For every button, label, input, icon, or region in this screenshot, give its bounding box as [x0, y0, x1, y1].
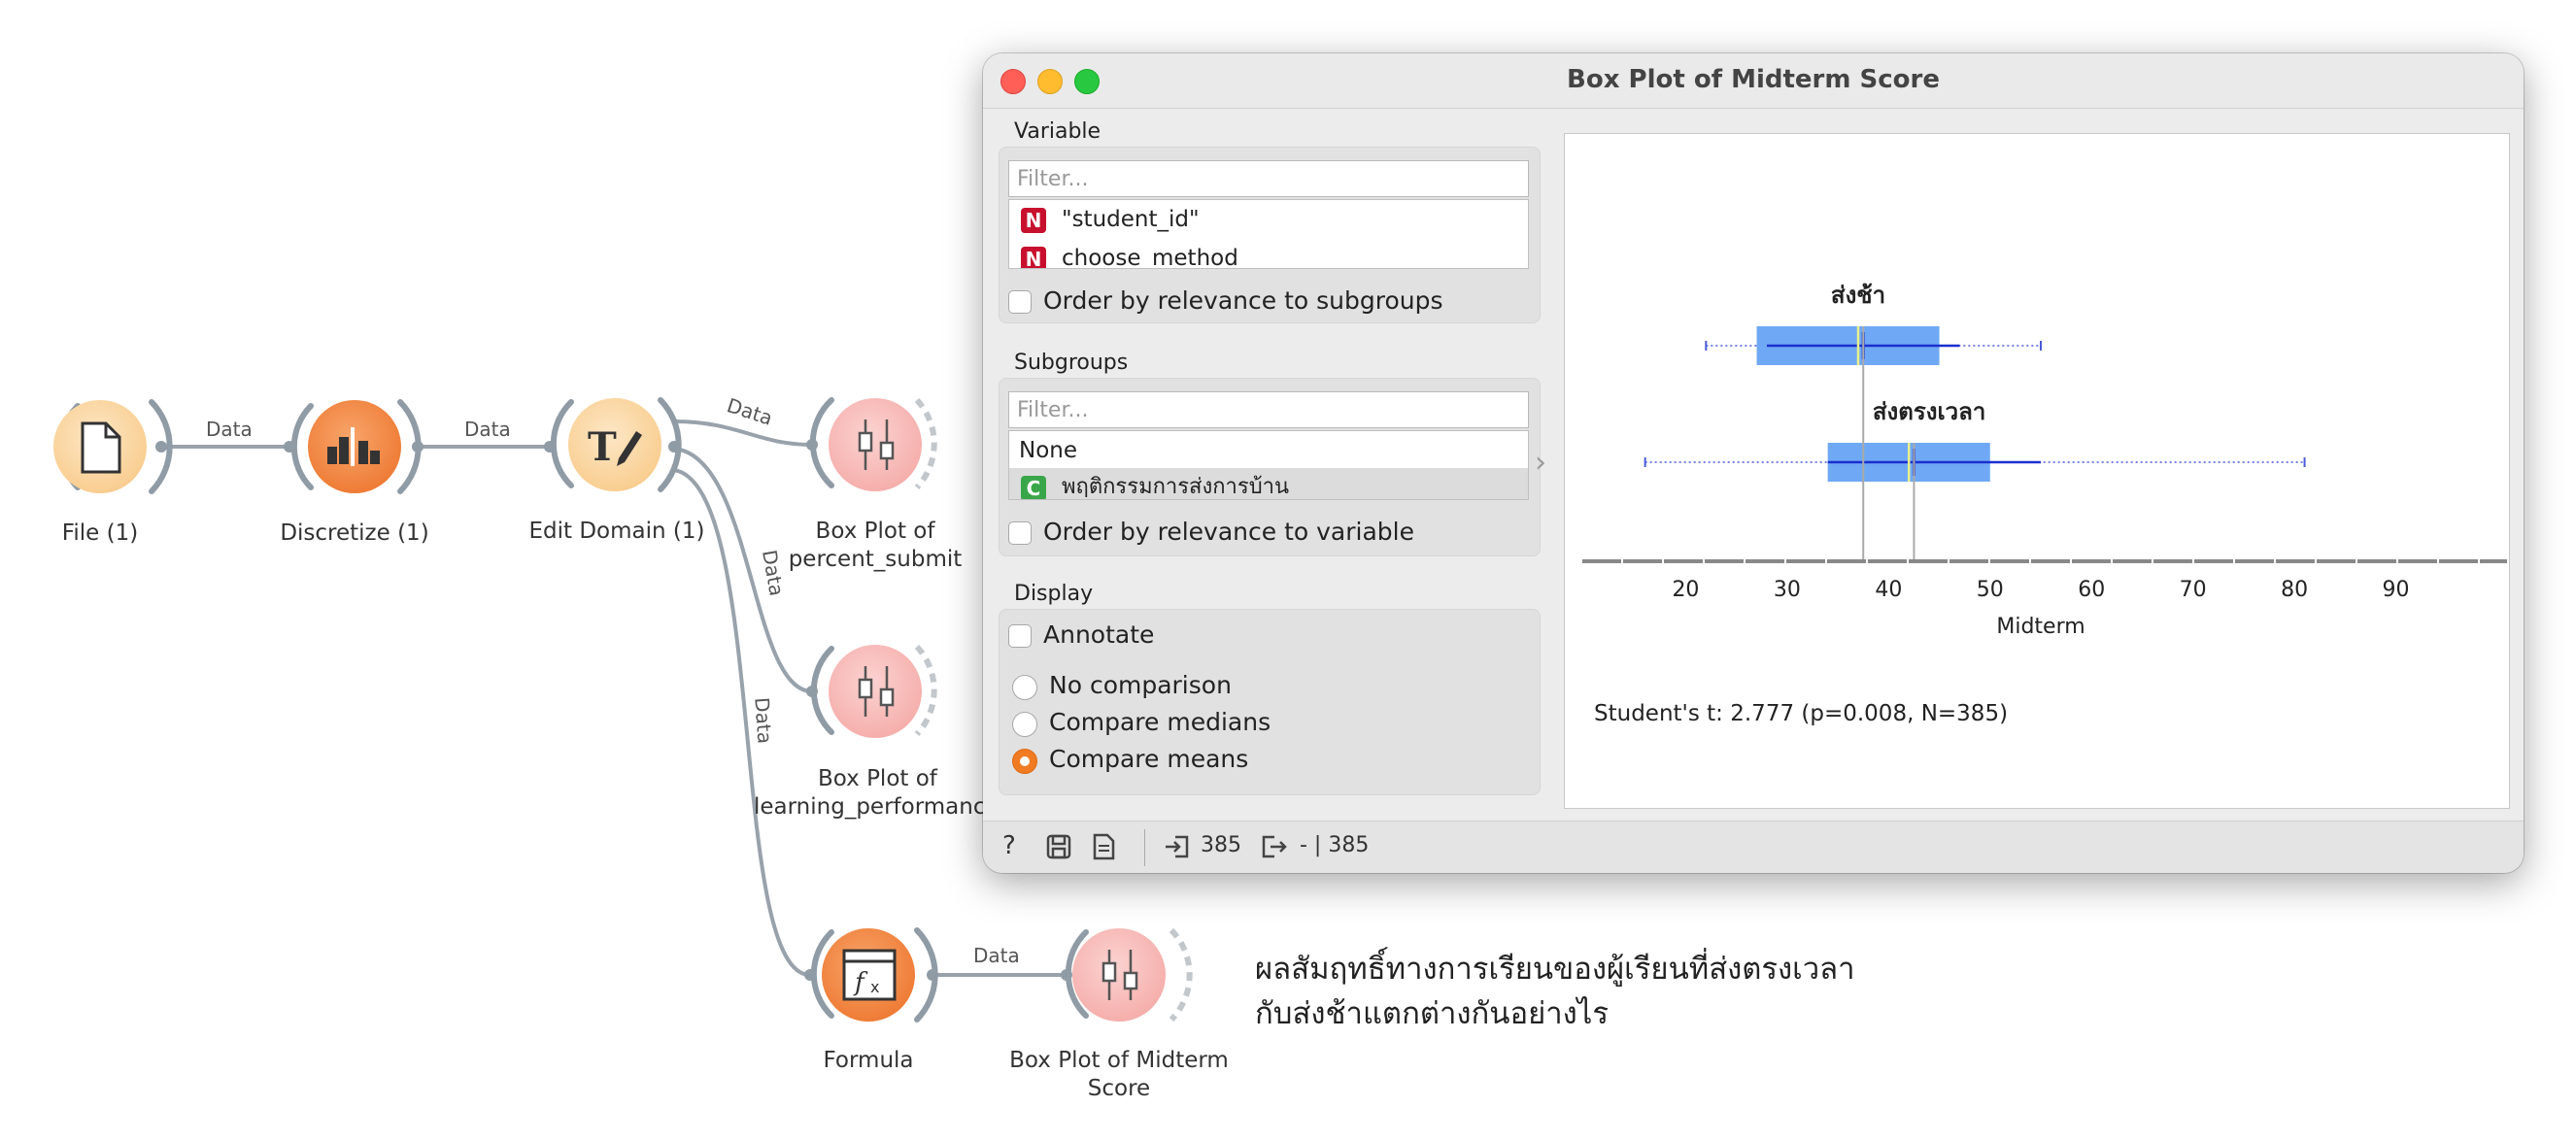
annotate-label: Annotate	[1043, 620, 1155, 649]
box-plot-chart: ส่งช้าส่งตรงเวลา 20 30 40 50 60 70 80 90 Midterm S…	[1582, 282, 2507, 726]
link-label: Data	[750, 696, 777, 745]
x-tick-label: 50	[1977, 578, 2004, 602]
no-comparison-radio[interactable]	[1012, 675, 1037, 700]
box-plot-learning-label: Box Plot of learning_performanc	[754, 766, 986, 820]
order-by-variable-checkbox[interactable]	[1008, 521, 1032, 545]
stat-text: Student's t: 2.777 (p=0.008, N=385)	[1594, 701, 2008, 726]
x-tick-label: 30	[1774, 578, 1801, 602]
link-label: Data	[206, 418, 253, 441]
x-tick-label: 70	[2180, 578, 2207, 602]
report-icon[interactable]	[1090, 833, 1117, 860]
box-plot-midterm-widget[interactable]	[1061, 917, 1177, 1033]
box-plot-learning-widget[interactable]	[817, 633, 933, 750]
formula-icon: f x	[842, 949, 897, 1001]
box-plot-icon	[858, 666, 895, 717]
close-icon[interactable]	[1000, 69, 1026, 94]
input-count: 385	[1201, 833, 1241, 857]
minimize-icon[interactable]	[1037, 69, 1063, 94]
discretize-icon	[327, 427, 380, 466]
group-label: ส่งช้า	[1831, 282, 1885, 309]
display-heading: Display	[1014, 582, 1094, 606]
input-icon	[1166, 835, 1189, 858]
list-item[interactable]: N "student_id"	[1009, 200, 1528, 239]
edit-domain-icon: T	[588, 424, 642, 470]
x-tick-label: 60	[2078, 578, 2105, 602]
variable-list[interactable]: N "student_id" N choose_method	[1008, 199, 1529, 269]
box-plot-icon	[858, 419, 895, 470]
plot-area[interactable]: ส่งช้าส่งตรงเวลา 20 30 40 50 60 70 80 90 Midterm S…	[1564, 133, 2510, 809]
status-divider	[1144, 829, 1145, 866]
output-count: - | 385	[1300, 833, 1370, 857]
compare-medians-radio[interactable]	[1012, 712, 1037, 737]
subgroups-list[interactable]: None C พฤติกรรมการส่งการบ้าน	[1008, 430, 1529, 500]
node-ports	[155, 439, 1072, 981]
formula-widget[interactable]: f x	[810, 917, 927, 1033]
file-widget[interactable]	[42, 388, 158, 505]
file-icon	[81, 421, 121, 474]
list-item[interactable]: None	[1019, 438, 1078, 463]
compare-means-radio[interactable]	[1012, 749, 1037, 774]
continuous-variable-icon: C	[1021, 476, 1046, 499]
status-bar: ? 385 - | 385	[983, 821, 2524, 873]
save-icon[interactable]	[1045, 833, 1072, 860]
link-label: Data	[973, 944, 1020, 967]
subgroups-filter-input[interactable]: Filter...	[1008, 391, 1529, 428]
svg-text:x: x	[870, 978, 879, 996]
annotate-checkbox[interactable]	[1008, 624, 1032, 648]
window-titlebar[interactable]: Box Plot of Midterm Score	[983, 53, 2524, 109]
box-plot-midterm-label: Box Plot of Midterm Score	[1009, 1048, 1229, 1101]
formula-label: Formula	[823, 1048, 914, 1073]
output-icon	[1262, 835, 1287, 858]
edit-domain-widget[interactable]: T	[557, 386, 673, 503]
compare-means-label: Compare means	[1049, 745, 1249, 773]
link-editdomain-formula[interactable]	[673, 468, 811, 977]
variable-filter-input[interactable]: Filter...	[1008, 160, 1529, 197]
discrete-variable-icon: N	[1021, 208, 1046, 233]
x-tick-label: 40	[1875, 578, 1902, 602]
order-by-variable-label: Order by relevance to variable	[1043, 518, 1414, 546]
x-tick-label: 80	[2281, 578, 2308, 602]
box-plot-percent-label: Box Plot of percent_submit	[788, 519, 963, 572]
canvas-note[interactable]: ผลสัมฤทธิ์ทางการเรียนของผู้เรียนที่ส่งตร…	[1255, 952, 1855, 1031]
discrete-variable-icon: N	[1021, 247, 1046, 268]
window-title: Box Plot of Midterm Score	[1567, 65, 1940, 94]
edit-domain-label: Edit Domain (1)	[528, 519, 705, 544]
workflow-links	[161, 419, 1067, 977]
x-axis-label: Midterm	[1996, 615, 2085, 639]
subgroups-heading: Subgroups	[1014, 351, 1129, 375]
list-item[interactable]: N choose_method	[1009, 239, 1528, 268]
link-editdomain-boxpercent[interactable]	[673, 419, 813, 447]
link-editdomain-boxlearning[interactable]	[673, 447, 813, 693]
node-dashed-arcs	[914, 397, 1193, 1023]
svg-text:T: T	[588, 424, 617, 470]
discretize-widget[interactable]	[296, 388, 413, 505]
discretize-label: Discretize (1)	[280, 520, 429, 546]
box-plot-window[interactable]: Box Plot of Midterm Score Variable Filte…	[983, 53, 2524, 873]
display-group	[999, 609, 1541, 795]
list-item-selected[interactable]: C พฤติกรรมการส่งการบ้าน	[1009, 468, 1528, 499]
link-label: Data	[464, 418, 511, 441]
no-comparison-label: No comparison	[1049, 671, 1232, 699]
order-by-subgroups-label: Order by relevance to subgroups	[1043, 286, 1443, 315]
order-by-subgroups-checkbox[interactable]	[1008, 290, 1032, 314]
compare-medians-label: Compare medians	[1049, 708, 1271, 736]
box-plot-icon	[1102, 950, 1138, 1000]
x-tick-label: 20	[1672, 578, 1699, 602]
variable-heading: Variable	[1014, 119, 1102, 144]
box-plot-percent-widget[interactable]	[817, 386, 933, 503]
chevron-right-icon[interactable]: ›	[1535, 446, 1546, 480]
zoom-icon[interactable]	[1074, 69, 1100, 94]
x-tick-label: 90	[2383, 578, 2410, 602]
file-label: File (1)	[61, 520, 139, 546]
help-icon[interactable]: ?	[1002, 831, 1016, 860]
group-label: ส่งตรงเวลา	[1873, 398, 1985, 425]
